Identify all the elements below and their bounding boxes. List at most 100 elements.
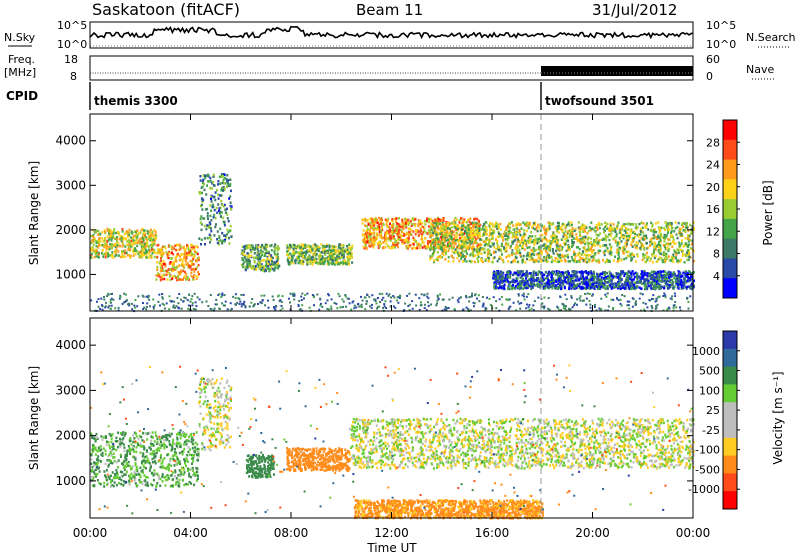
power-echo-cell — [589, 276, 592, 280]
power-echo-cell — [276, 247, 279, 250]
power-echo-cell — [625, 227, 627, 231]
power-echo-cell — [454, 223, 457, 226]
power-echo-cell — [121, 250, 124, 253]
power-echo-cell — [451, 233, 453, 236]
power-echo-cell — [264, 248, 267, 251]
power-echo-cell — [192, 257, 195, 261]
power-echo-cell — [524, 233, 527, 236]
power-echo-cell — [504, 238, 507, 241]
power-echo-cell — [387, 231, 390, 235]
power-echo-cell — [415, 240, 417, 243]
power-echo-cell — [319, 262, 322, 266]
power-echo-cell — [484, 221, 487, 224]
power-echo-cell — [448, 237, 451, 240]
power-echo-cell — [555, 244, 558, 247]
power-echo-cell — [511, 286, 513, 290]
power-echo-cell — [135, 232, 138, 236]
power-echo-cell — [578, 251, 581, 255]
power-echo-cell — [270, 244, 273, 247]
power-echo-cell — [675, 256, 677, 259]
power-echo-cell — [420, 229, 422, 232]
power-echo-cell — [464, 226, 467, 229]
power-echo-cell — [546, 252, 549, 255]
power-echo-cell — [154, 230, 157, 234]
power-echo-cell — [537, 252, 540, 255]
power-echo-cell — [471, 240, 474, 244]
power-echo-cell — [132, 250, 135, 253]
power-echo-cell — [220, 194, 223, 197]
power-echo-cell — [547, 285, 550, 288]
power-echo-cell — [542, 227, 545, 230]
power-echo-cell — [575, 260, 578, 264]
power-echo-cell — [555, 246, 558, 249]
power-echo-cell — [224, 176, 227, 180]
power-echo-cell — [133, 241, 136, 244]
power-echo-cell — [647, 228, 650, 231]
power-echo-cell — [167, 268, 170, 271]
power-echo-cell — [583, 240, 586, 244]
power-echo-cell — [214, 191, 217, 194]
power-echo-cell — [114, 237, 116, 240]
power-echo-cell — [293, 259, 296, 263]
power-echo-cell — [507, 260, 510, 263]
power-echo-cell — [526, 239, 529, 243]
power-echo-cell — [668, 228, 670, 231]
power-echo-cell — [97, 241, 100, 244]
power-echo-cell — [638, 239, 641, 243]
power-echo-cell — [571, 227, 574, 230]
power-echo-cell — [573, 250, 576, 253]
power-echo-cell — [226, 182, 229, 185]
power-echo-cell — [661, 259, 664, 262]
power-echo-cell — [647, 256, 650, 259]
power-echo-cell — [597, 258, 600, 262]
power-echo-cell — [210, 229, 213, 233]
power-echo-cell — [245, 260, 248, 263]
power-echo-cell — [690, 232, 693, 235]
power-echo-cell — [183, 248, 186, 251]
power-echo-cell — [677, 259, 680, 263]
power-echo-cell — [380, 242, 382, 245]
power-echo-cell — [535, 259, 538, 262]
power-echo-cell — [525, 229, 528, 233]
power-echo-cell — [548, 254, 550, 257]
power-echo-cell — [159, 276, 162, 279]
power-echo-cell — [677, 273, 680, 276]
power-echo-cell — [471, 246, 474, 249]
power-echo-cell — [570, 284, 573, 287]
power-echo-cell — [570, 229, 572, 232]
power-echo-cell — [510, 221, 513, 224]
power-echo-cell — [412, 230, 415, 233]
power-echo-cell — [226, 185, 228, 188]
power-echo-cell — [597, 249, 600, 253]
power-echo-cell — [586, 241, 589, 244]
power-echo-cell — [441, 223, 444, 226]
power-echo-cell — [672, 235, 674, 239]
power-echo-cell — [614, 255, 617, 258]
power-echo-cell — [463, 255, 465, 258]
power-echo-cell — [318, 255, 320, 258]
power-echo-cell — [594, 276, 597, 279]
power-echo-cell — [519, 233, 522, 237]
power-echo-cell — [623, 281, 626, 284]
power-echo-cell — [399, 225, 402, 229]
power-echo-cell — [580, 253, 583, 256]
power-echo-cell — [519, 271, 522, 274]
freq-label-line2: [MHz] — [4, 66, 36, 79]
power-echo-cell — [435, 258, 438, 261]
power-echo-cell — [412, 218, 415, 222]
power-echo-cell — [659, 244, 662, 247]
power-echo-cell — [565, 225, 567, 229]
power-echo-cell — [646, 277, 649, 281]
power-echo-cell — [596, 272, 598, 276]
power-echo-cell — [391, 229, 394, 232]
power-echo-cell — [562, 275, 565, 278]
power-echo-cell — [364, 217, 367, 221]
power-echo-cell — [166, 253, 169, 256]
power-echo-cell — [497, 286, 500, 290]
power-echo-cell — [372, 236, 375, 240]
power-echo-cell — [217, 197, 220, 200]
power-echo-cell — [608, 243, 611, 246]
power-echo-cell — [263, 266, 266, 270]
power-echo-cell — [685, 274, 688, 277]
